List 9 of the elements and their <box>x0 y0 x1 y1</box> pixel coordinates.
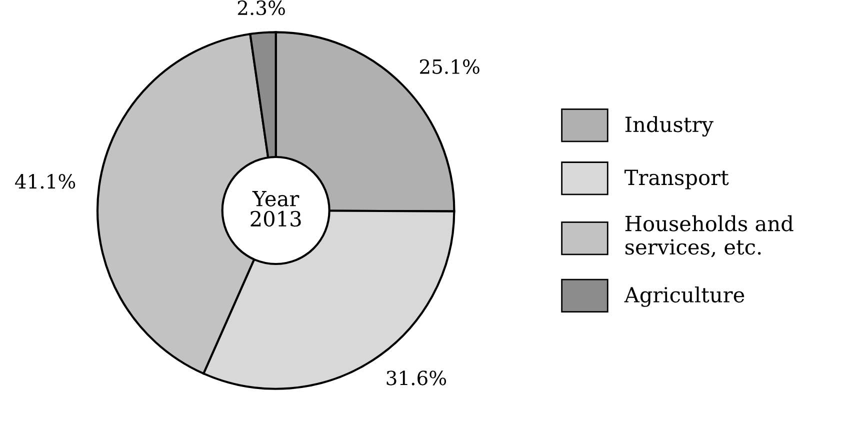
legend-label: Transport <box>624 170 729 190</box>
data-label: 31.6% <box>386 370 446 386</box>
data-label: 2.3% <box>238 0 285 16</box>
text: Year 2013 <box>250 190 301 227</box>
legend-label: Agriculture <box>624 286 744 307</box>
legend-label: Industry <box>625 116 714 137</box>
legend-label: Households and services, etc. <box>625 215 794 258</box>
data-label: 25.1% <box>420 59 480 74</box>
data-label: 41.1% <box>15 174 76 189</box>
